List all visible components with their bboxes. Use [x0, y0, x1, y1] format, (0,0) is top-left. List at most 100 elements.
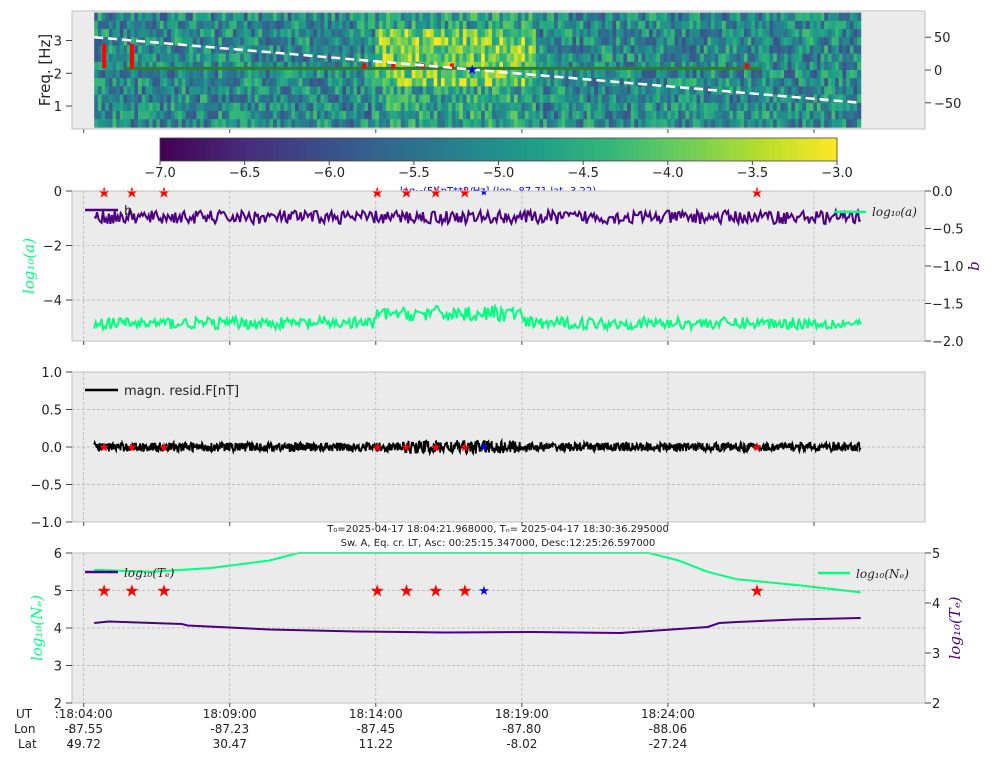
- spectrogram-cell: [510, 70, 515, 79]
- spectrogram-cell: [802, 29, 807, 38]
- spectrogram-cell: [167, 20, 172, 30]
- spectrogram-cell: [495, 119, 500, 128]
- spectrogram-cell: [787, 119, 792, 128]
- spectrogram-cell: [769, 110, 774, 120]
- spectrogram-cell: [499, 61, 504, 71]
- spectrogram-cell: [262, 70, 267, 79]
- spectrogram-cell: [729, 86, 734, 95]
- spectrogram-cell: [218, 37, 223, 46]
- spectrogram-cell: [816, 78, 822, 87]
- spectrogram-cell: [601, 78, 606, 87]
- spectrogram-cell: [506, 110, 511, 120]
- spectrogram-cell: [225, 53, 230, 63]
- spectrogram-cell: [196, 53, 201, 63]
- spectrogram-cell: [740, 70, 745, 79]
- spectrogram-cell: [510, 61, 515, 71]
- spectrogram-cell: [700, 70, 705, 79]
- spectrogram-cell: [565, 70, 570, 79]
- spectrogram-cell: [696, 70, 701, 79]
- spectrogram-cell: [787, 102, 792, 112]
- spectrogram-cell: [678, 110, 683, 120]
- spectrogram-cell: [411, 119, 416, 128]
- spectrogram-cell: [703, 78, 708, 87]
- spectrogram-cell: [221, 29, 227, 38]
- spectrogram-cell: [389, 102, 395, 112]
- spectrogram-cell: [678, 12, 683, 22]
- spectrogram-cell: [663, 20, 668, 30]
- spectrogram-cell: [791, 119, 796, 128]
- spectrogram-cell: [470, 61, 475, 71]
- spectrogram-cell: [798, 78, 803, 87]
- spectrogram-cell: [378, 61, 384, 71]
- spectrogram-cell: [346, 61, 351, 71]
- spectrogram-cell: [674, 94, 679, 104]
- spectrogram-cell: [349, 86, 354, 95]
- spectrogram-cell: [747, 86, 752, 95]
- spectrogram-cell: [616, 119, 621, 128]
- spectrogram-cell: [94, 94, 99, 104]
- spectrogram-cell: [367, 119, 373, 128]
- spectrogram-cell: [247, 70, 252, 79]
- spectrogram-cell: [824, 61, 829, 71]
- spectrogram-cell: [211, 29, 216, 38]
- spectrogram-cell: [521, 102, 526, 112]
- spectrogram-cell: [546, 110, 551, 120]
- spectrogram-cell: [298, 110, 303, 120]
- spectrogram-cell: [853, 78, 858, 87]
- spectrogram-cell: [835, 102, 840, 112]
- spectrogram-cell: [619, 119, 624, 128]
- spectrogram-cell: [448, 119, 453, 128]
- spectrogram-cell: [367, 61, 373, 71]
- spectrogram-cell: [97, 119, 102, 128]
- spectrogram-cell: [732, 45, 738, 54]
- colorbar-cell: [323, 138, 330, 161]
- spectrogram-cell: [670, 29, 676, 38]
- spectrogram-cell: [638, 78, 643, 87]
- spectrogram-cell: [294, 119, 300, 128]
- spectrogram-cell: [641, 110, 646, 120]
- spectrogram-cell: [367, 29, 373, 38]
- spectrogram-cell: [240, 20, 245, 30]
- spectrogram-cell: [773, 119, 778, 128]
- spectrogram-cell: [189, 119, 194, 128]
- spectrogram-cell: [630, 94, 635, 104]
- spectrogram-cell: [484, 94, 489, 104]
- spectrogram-cell: [835, 94, 840, 104]
- spectrogram-cell: [408, 110, 413, 120]
- spectrogram-cell: [123, 53, 128, 63]
- spectrogram-cell: [294, 94, 300, 104]
- spectrogram-cell: [802, 94, 807, 104]
- spectrogram-cell: [192, 37, 197, 46]
- spectrogram-cell: [97, 86, 102, 95]
- spectrogram-cell: [397, 53, 402, 63]
- spectrogram-cell: [696, 61, 701, 71]
- spectrogram-cell: [784, 78, 789, 87]
- spectrogram-cell: [105, 61, 110, 71]
- spectrogram-cell: [305, 78, 311, 87]
- spectrogram-cell: [681, 78, 687, 87]
- spectrogram-cell: [838, 37, 843, 46]
- spectrogram-cell: [659, 94, 665, 104]
- spectrogram-cell: [236, 119, 241, 128]
- spectrogram-cell: [601, 102, 606, 112]
- spectrogram-cell: [484, 78, 489, 87]
- spectrogram-cell: [681, 20, 687, 30]
- spectrogram-cell: [338, 78, 343, 87]
- spectrogram-cell: [174, 94, 179, 104]
- spectrogram-cell: [97, 20, 102, 30]
- spectrogram-cell: [105, 78, 110, 87]
- spectrogram-cell: [254, 94, 259, 104]
- spectrogram-cell: [294, 20, 300, 30]
- spectrogram-cell: [393, 53, 398, 63]
- spectrogram-cell: [590, 94, 595, 104]
- spectrogram-cell: [400, 102, 405, 112]
- spectrogram-cell: [707, 61, 712, 71]
- spectrogram-cell: [484, 110, 489, 120]
- spectrogram-cell: [305, 119, 311, 128]
- spectrogram-cell: [696, 119, 701, 128]
- spectrogram-cell: [273, 12, 278, 22]
- spectrogram-cell: [181, 20, 186, 30]
- spectrogram-cell: [108, 119, 113, 128]
- lat-value: 49.72: [67, 737, 101, 751]
- spectrogram-cell: [419, 94, 424, 104]
